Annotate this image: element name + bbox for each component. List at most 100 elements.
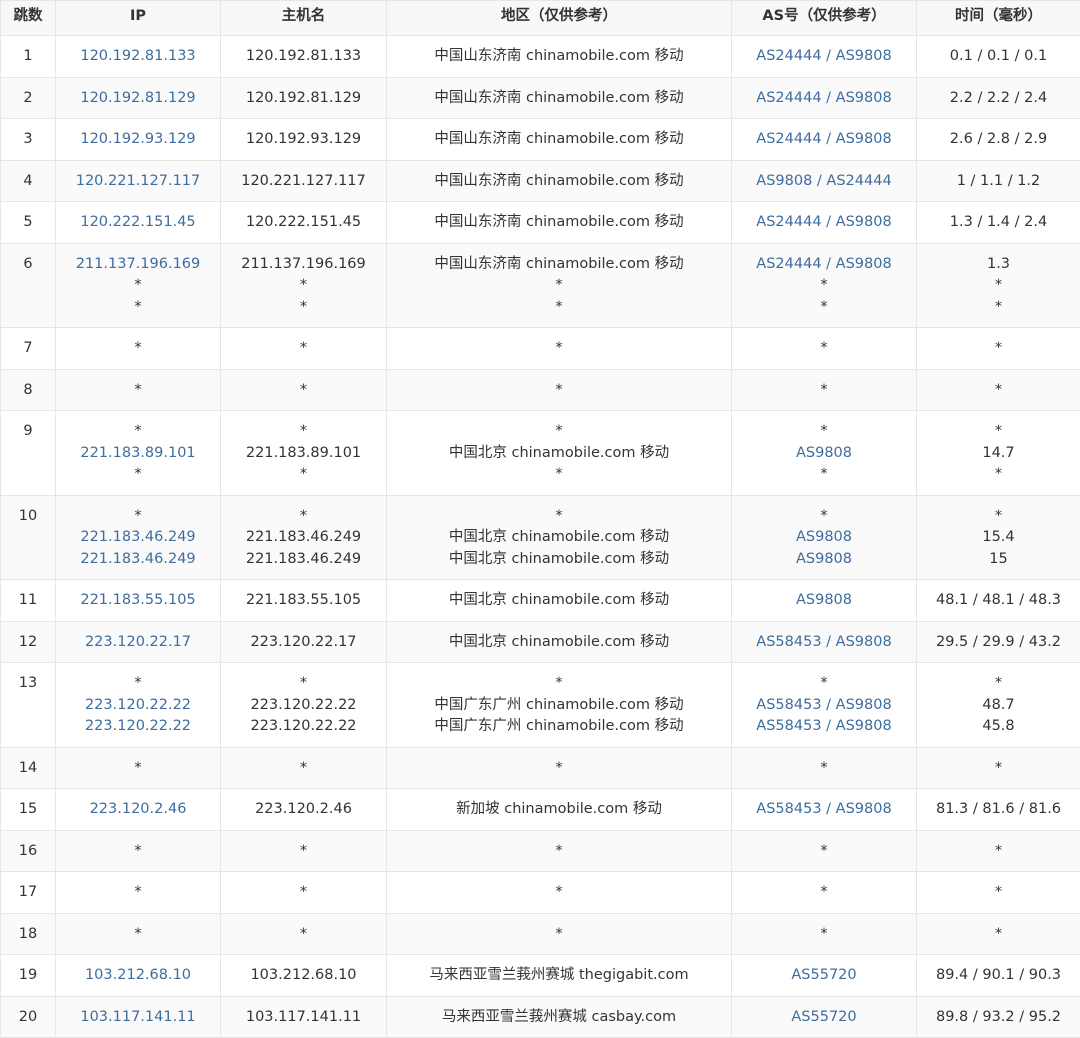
- hop-number: 18: [1, 924, 55, 946]
- region-cell: 马来西亚雪兰莪州赛城 casbay.com: [387, 996, 732, 1038]
- as-number: AS24444 / AS9808: [732, 46, 916, 68]
- hostname-cell: *: [221, 913, 387, 955]
- as-number-cell: *: [732, 872, 917, 914]
- time-cell: 1.3**: [917, 243, 1080, 328]
- hostname: 211.137.196.169: [221, 254, 386, 276]
- region-cell: *中国广东广州 chinamobile.com 移动中国广东广州 chinamo…: [387, 663, 732, 748]
- hostname: *: [221, 758, 386, 780]
- hop-number: 13: [1, 673, 55, 695]
- time-cell: *: [917, 369, 1080, 411]
- as-number: *: [732, 380, 916, 402]
- hostname: *: [221, 338, 386, 360]
- hop-cell: 11: [1, 580, 56, 622]
- ip: *: [56, 297, 220, 319]
- region: 中国山东济南 chinamobile.com 移动: [387, 46, 731, 68]
- region-cell: *: [387, 328, 732, 370]
- region: *: [387, 841, 731, 863]
- region-cell: *: [387, 872, 732, 914]
- hop-cell: 6: [1, 243, 56, 328]
- time: *: [917, 380, 1080, 402]
- time: 48.7: [917, 695, 1080, 717]
- hop-number: 5: [1, 212, 55, 234]
- ip-cell: 211.137.196.169**: [56, 243, 221, 328]
- as-number-cell: *: [732, 328, 917, 370]
- hostname-cell: 120.192.81.133: [221, 36, 387, 78]
- hostname: *: [221, 464, 386, 486]
- hop-cell: 12: [1, 621, 56, 663]
- region: 中国山东济南 chinamobile.com 移动: [387, 212, 731, 234]
- ip: 103.117.141.11: [56, 1007, 220, 1029]
- ip: *: [56, 506, 220, 528]
- ip-cell: 120.221.127.117: [56, 160, 221, 202]
- time: 29.5 / 29.9 / 43.2: [917, 632, 1080, 654]
- hop-number: 7: [1, 338, 55, 360]
- as-number: *: [732, 758, 916, 780]
- ip: 223.120.22.22: [56, 716, 220, 738]
- region: *: [387, 275, 731, 297]
- hop-number: 8: [1, 380, 55, 402]
- hostname: 221.183.46.249: [221, 527, 386, 549]
- region: 中国北京 chinamobile.com 移动: [387, 443, 731, 465]
- ip-cell: *: [56, 913, 221, 955]
- time: *: [917, 338, 1080, 360]
- hostname-cell: *: [221, 369, 387, 411]
- ip-cell: 120.192.93.129: [56, 119, 221, 161]
- region-cell: 中国山东济南 chinamobile.com 移动: [387, 36, 732, 78]
- region-cell: *: [387, 830, 732, 872]
- ip: 120.192.93.129: [56, 129, 220, 151]
- table-row: 7*****: [1, 328, 1080, 370]
- as-number: *: [732, 841, 916, 863]
- hostname: 221.183.55.105: [221, 590, 386, 612]
- time: 15.4: [917, 527, 1080, 549]
- as-number-cell: *: [732, 747, 917, 789]
- time-cell: 48.1 / 48.1 / 48.3: [917, 580, 1080, 622]
- hop-number: 14: [1, 758, 55, 780]
- time: 2.6 / 2.8 / 2.9: [917, 129, 1080, 151]
- time: 81.3 / 81.6 / 81.6: [917, 799, 1080, 821]
- hostname: 221.183.89.101: [221, 443, 386, 465]
- region: 中国山东济南 chinamobile.com 移动: [387, 88, 731, 110]
- hostname-cell: 103.212.68.10: [221, 955, 387, 997]
- hostname-cell: *: [221, 830, 387, 872]
- ip-cell: 103.117.141.11: [56, 996, 221, 1038]
- time: 48.1 / 48.1 / 48.3: [917, 590, 1080, 612]
- hostname-cell: 120.222.151.45: [221, 202, 387, 244]
- as-number-cell: AS24444 / AS9808: [732, 36, 917, 78]
- time: *: [917, 297, 1080, 319]
- time-cell: *: [917, 830, 1080, 872]
- as-number-cell: *: [732, 369, 917, 411]
- region: *: [387, 758, 731, 780]
- ip-cell: 103.212.68.10: [56, 955, 221, 997]
- region-cell: *: [387, 913, 732, 955]
- ip-cell: *: [56, 328, 221, 370]
- region-cell: *: [387, 747, 732, 789]
- table-row: 9*221.183.89.101**221.183.89.101**中国北京 c…: [1, 411, 1080, 496]
- hop-cell: 19: [1, 955, 56, 997]
- hostname-cell: 211.137.196.169**: [221, 243, 387, 328]
- as-number: *: [732, 464, 916, 486]
- time: 1.3: [917, 254, 1080, 276]
- region-cell: 中国北京 chinamobile.com 移动: [387, 621, 732, 663]
- hostname: 103.117.141.11: [221, 1007, 386, 1029]
- as-number: AS24444 / AS9808: [732, 129, 916, 151]
- as-number: *: [732, 421, 916, 443]
- hostname: 120.222.151.45: [221, 212, 386, 234]
- as-number: AS9808: [732, 527, 916, 549]
- ip: 223.120.22.22: [56, 695, 220, 717]
- hostname: *: [221, 275, 386, 297]
- as-number: AS58453 / AS9808: [732, 695, 916, 717]
- as-number: AS55720: [732, 1007, 916, 1029]
- hop-cell: 8: [1, 369, 56, 411]
- time: *: [917, 673, 1080, 695]
- region: *: [387, 882, 731, 904]
- hop-cell: 9: [1, 411, 56, 496]
- hostname: 223.120.22.22: [221, 716, 386, 738]
- hop-cell: 5: [1, 202, 56, 244]
- ip-cell: 223.120.22.17: [56, 621, 221, 663]
- as-number: *: [732, 297, 916, 319]
